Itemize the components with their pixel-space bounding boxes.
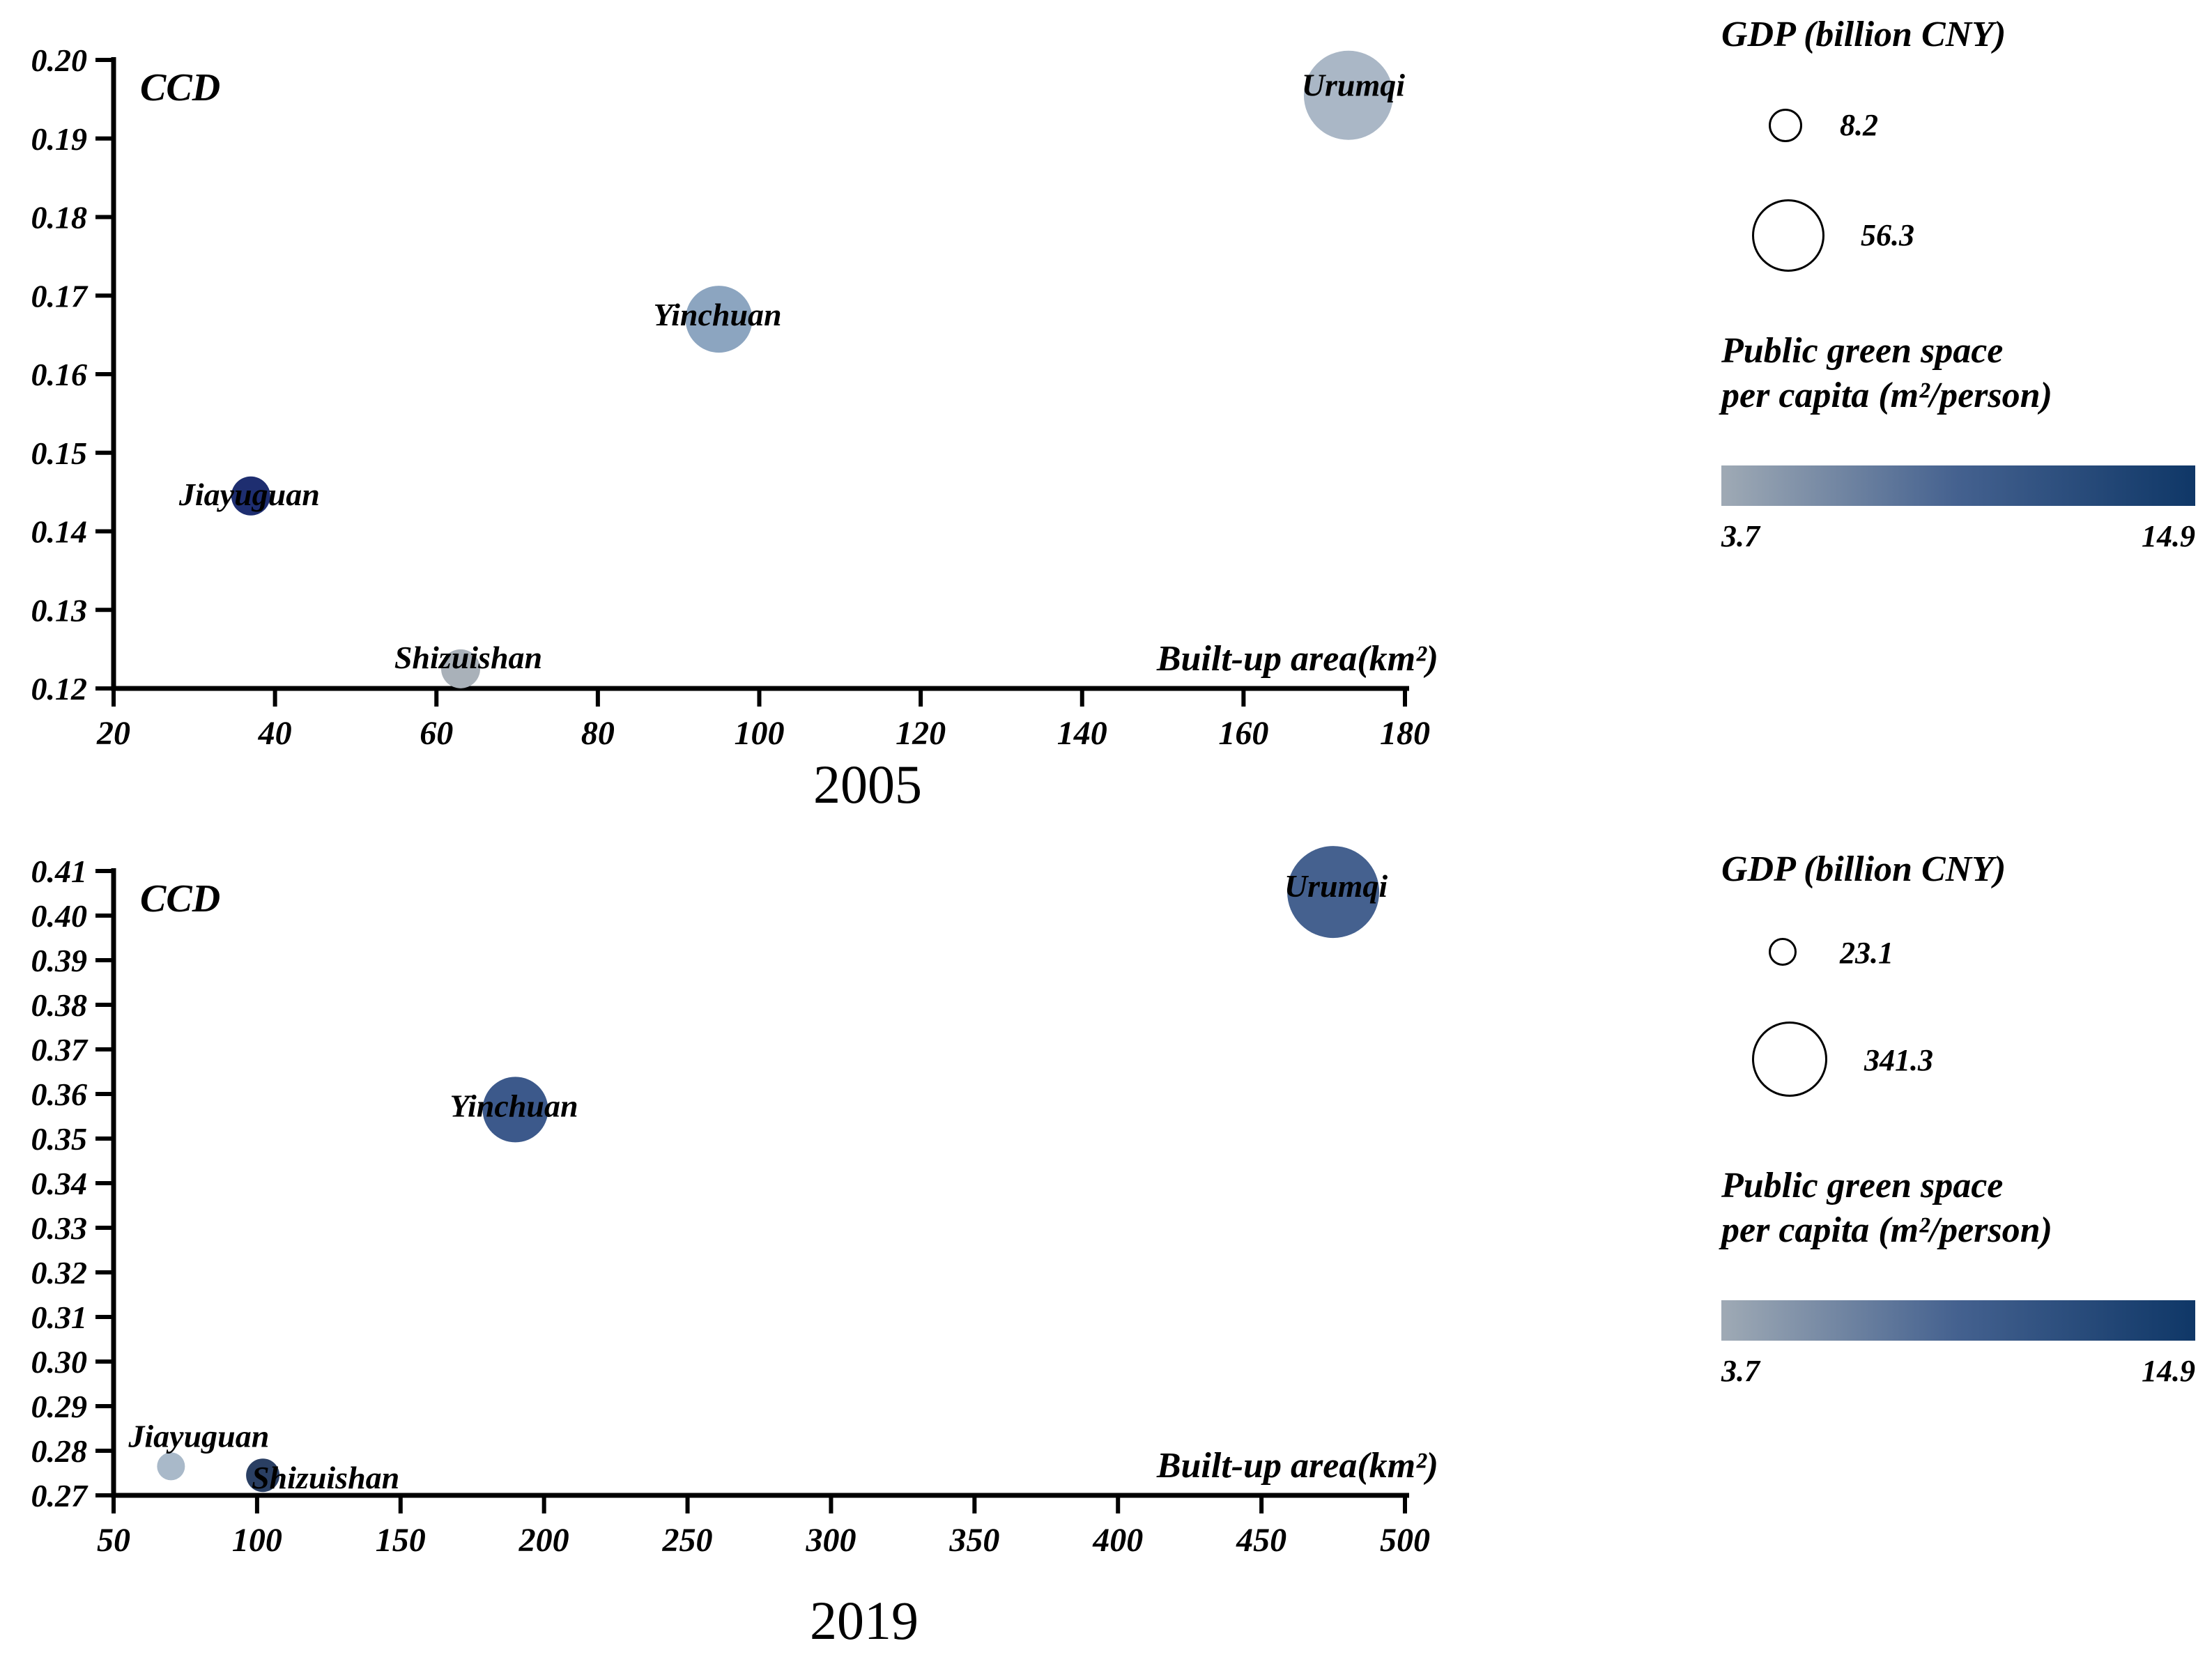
y-tick-label: 0.29: [31, 1389, 88, 1424]
greenspace-legend-title-line2: per capita (m²/person): [1721, 1210, 2052, 1250]
y-tick-label: 0.17: [31, 278, 89, 314]
y-tick-label: 0.12: [31, 671, 88, 707]
city-label-yinchuan: Yinchuan: [654, 297, 782, 332]
y-tick-label: 0.14: [31, 514, 88, 550]
y-tick-label: 0.20: [31, 43, 88, 78]
city-label-shizuishan: Shizuishan: [394, 640, 542, 675]
greenspace-colorbar: [1721, 465, 2195, 506]
city-label-urumqi: Urumqi: [1284, 868, 1388, 904]
gdp-legend-title: GDP (billion CNY): [1721, 849, 2006, 889]
bubble-jiayuguan: [231, 476, 270, 516]
greenspace-colorbar-min: 3.7: [1721, 519, 1760, 553]
city-label-jiayuguan: Jiayuguan: [128, 1418, 269, 1454]
greenspace-legend-title-line1: Public green space: [1721, 331, 2004, 371]
city-label-shizuishan: Shizuishan: [252, 1460, 399, 1495]
gdp-legend-large-circle: [1752, 1022, 1827, 1097]
x-tick-label: 160: [1218, 715, 1268, 752]
bubble-shizuishan: [246, 1458, 280, 1493]
x-tick-label: 150: [376, 1522, 426, 1559]
y-tick-label: 0.30: [31, 1344, 88, 1380]
y-tick-label: 0.15: [31, 436, 88, 471]
bubble-shizuishan: [440, 649, 480, 688]
x-tick-label: 200: [518, 1522, 569, 1559]
city-label-jiayuguan: Jiayuguan: [178, 477, 320, 512]
greenspace-colorbar-min: 3.7: [1721, 1354, 1760, 1388]
greenspace-colorbar: [1721, 1300, 2195, 1341]
y-tick-label: 0.40: [31, 898, 88, 934]
y-tick-label: 0.36: [31, 1077, 88, 1112]
greenspace-legend-title: Public green space per capita (m²/person…: [1721, 1164, 2052, 1253]
gdp-legend-large-value: 56.3: [1861, 218, 1914, 252]
x-tick-label: 120: [896, 715, 946, 752]
bubble-yinchuan: [482, 1077, 548, 1143]
legend-2005: GDP (billion CNY) 8.2 56.3 Public green …: [1721, 14, 2205, 627]
x-tick-label: 180: [1380, 715, 1430, 752]
y-tick-label: 0.16: [31, 357, 88, 392]
y-tick-label: 0.32: [31, 1255, 88, 1290]
x-tick-label: 60: [420, 715, 453, 752]
y-tick-label: 0.39: [31, 943, 88, 978]
greenspace-legend-title: Public green space per capita (m²/person…: [1721, 329, 2052, 418]
bubble-jiayuguan: [157, 1452, 185, 1481]
x-tick-label: 20: [96, 715, 130, 752]
x-tick-label: 400: [1092, 1522, 1143, 1559]
greenspace-colorbar-max: 14.9: [2142, 1354, 2195, 1388]
x-axis-title: Built-up area(km²): [1156, 1446, 1438, 1486]
y-tick-label: 0.35: [31, 1121, 88, 1157]
x-tick-label: 100: [735, 715, 785, 752]
y-tick-label: 0.13: [31, 592, 88, 628]
gdp-legend-title: GDP (billion CNY): [1721, 15, 2006, 54]
x-tick-label: 350: [948, 1522, 999, 1559]
x-tick-label: 100: [232, 1522, 282, 1559]
y-tick-label: 0.19: [31, 121, 88, 157]
y-tick-label: 0.31: [31, 1300, 88, 1335]
city-label-yinchuan: Yinchuan: [450, 1088, 578, 1123]
x-tick-label: 140: [1057, 715, 1107, 752]
x-tick-label: 80: [581, 715, 615, 752]
y-axis-title: CCD: [140, 66, 220, 109]
x-tick-label: 450: [1236, 1522, 1286, 1559]
bubble-urumqi: [1287, 846, 1380, 939]
y-tick-label: 0.33: [31, 1210, 88, 1246]
greenspace-legend-title-line1: Public green space: [1721, 1166, 2004, 1205]
x-tick-label: 500: [1380, 1522, 1430, 1559]
bubble-urumqi: [1303, 50, 1393, 140]
city-label-urumqi: Urumqi: [1302, 68, 1405, 103]
y-tick-label: 0.38: [31, 987, 88, 1023]
x-axis-title: Built-up area(km²): [1156, 639, 1438, 679]
gdp-legend-small-circle: [1769, 109, 1802, 142]
gdp-legend-small-value: 23.1: [1840, 936, 1893, 970]
chart-caption-2005: 2005: [813, 754, 922, 815]
greenspace-legend-title-line2: per capita (m²/person): [1721, 376, 2052, 415]
gdp-legend-large-value: 341.3: [1864, 1043, 1933, 1077]
y-axis-title: CCD: [140, 877, 220, 920]
x-tick-label: 250: [662, 1522, 713, 1559]
greenspace-colorbar-max: 14.9: [2142, 519, 2195, 553]
y-tick-label: 0.34: [31, 1166, 88, 1201]
chart-caption-2019: 2019: [810, 1590, 919, 1651]
y-tick-label: 0.28: [31, 1433, 88, 1469]
x-tick-label: 300: [805, 1522, 856, 1559]
y-tick-label: 0.37: [31, 1032, 89, 1068]
y-tick-label: 0.41: [31, 854, 88, 889]
legend-2019: GDP (billion CNY) 23.1 341.3 Public gree…: [1721, 849, 2205, 1462]
y-tick-label: 0.18: [31, 200, 88, 236]
gdp-legend-large-circle: [1752, 199, 1824, 272]
gdp-legend-small-value: 8.2: [1840, 108, 1878, 142]
y-tick-label: 0.27: [31, 1478, 89, 1513]
bubble-yinchuan: [685, 286, 753, 353]
x-tick-label: 50: [97, 1522, 130, 1559]
gdp-legend-small-circle: [1769, 938, 1797, 966]
x-tick-label: 40: [258, 715, 292, 752]
